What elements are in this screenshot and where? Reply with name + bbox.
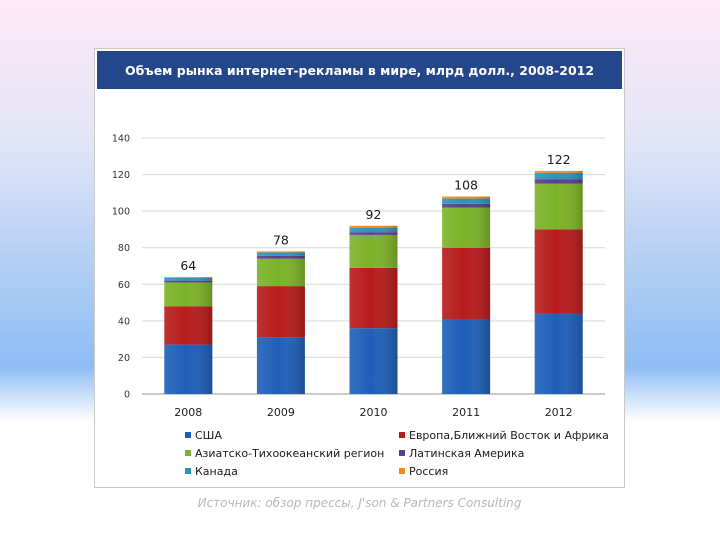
- bar-segment-shade: [256, 251, 305, 253]
- legend: США Европа,Ближний Восток и Африка Азиатск…: [185, 427, 615, 479]
- bar-segment-shade: [256, 252, 305, 256]
- bar-segment-shade: [164, 306, 213, 345]
- bar-segment-shade: [442, 198, 491, 204]
- y-tick-label: 0: [124, 390, 130, 401]
- legend-item: Латинская Америка: [399, 445, 615, 461]
- legend-item: Россия: [399, 463, 615, 479]
- bar-segment-shade: [256, 258, 305, 287]
- legend-label: Азиатско-Тихоокеанский регион: [195, 446, 385, 460]
- legend-swatch: [399, 468, 405, 474]
- y-tick-label: 100: [112, 207, 130, 218]
- total-label: 92: [366, 207, 382, 222]
- y-tick-label: 60: [118, 280, 130, 291]
- bar-segment-shade: [164, 276, 213, 278]
- bar-segment-shade: [349, 267, 398, 329]
- y-tick-label: 120: [112, 170, 130, 181]
- bar-segment-shade: [349, 234, 398, 268]
- bar-segment-shade: [534, 172, 583, 180]
- y-tick-label: 40: [118, 316, 130, 327]
- legend-item: США: [185, 427, 399, 443]
- bar-segment-shade: [349, 227, 398, 233]
- bar-segment-shade: [442, 207, 491, 248]
- legend-item: Канада: [185, 463, 399, 479]
- bar-segment-shade: [534, 229, 583, 314]
- legend-item: Азиатско-Тихоокеанский регион: [185, 445, 399, 461]
- x-tick-label: 2010: [360, 406, 388, 419]
- total-label: 108: [454, 178, 478, 193]
- chart-title: Объем рынка интернет-рекламы в мире, млр…: [97, 51, 622, 89]
- legend-label: Россия: [409, 464, 449, 478]
- y-tick-label: 80: [118, 243, 130, 254]
- bar-segment-shade: [534, 179, 583, 184]
- total-label: 122: [547, 152, 571, 167]
- bar-segment-shade: [349, 225, 398, 228]
- y-axis: 0 20 40 60 80 100 120 140: [112, 134, 130, 401]
- legend-label: Европа,Ближний Восток и Африка: [409, 428, 609, 442]
- bar-segment-shade: [256, 255, 305, 259]
- x-tick-label: 2009: [267, 406, 295, 419]
- bar-segment-shade: [164, 280, 213, 283]
- bar-segment-shade: [442, 247, 491, 320]
- total-label: 64: [180, 258, 196, 273]
- source-note: Источник: обзор прессы, J'son & Partners…: [197, 496, 522, 510]
- legend-label: Канада: [195, 464, 238, 478]
- bar-segment-shade: [349, 328, 398, 394]
- bar-segment-shade: [442, 319, 491, 394]
- bar-segment-shade: [534, 170, 583, 173]
- bar-segment-shade: [442, 196, 491, 199]
- bar-segment-shade: [164, 282, 213, 307]
- legend-swatch: [185, 432, 191, 438]
- bars: [164, 170, 583, 394]
- bar-segment-shade: [349, 232, 398, 235]
- total-label: 78: [273, 232, 289, 247]
- legend-swatch: [399, 450, 405, 456]
- legend-item: Европа,Ближний Восток и Африка: [399, 427, 615, 443]
- bar-segment-shade: [534, 313, 583, 394]
- total-labels: 64 78 92 108 122: [180, 152, 570, 273]
- bar-segment-shade: [256, 337, 305, 394]
- legend-swatch: [399, 432, 405, 438]
- chart-card: Объем рынка интернет-рекламы в мире, млр…: [94, 48, 625, 488]
- y-tick-label: 140: [112, 134, 130, 145]
- legend-label: Латинская Америка: [409, 446, 525, 460]
- x-tick-label: 2011: [452, 406, 480, 419]
- y-tick-label: 20: [118, 353, 130, 364]
- x-axis: 2008 2009 2010 2011 2012: [174, 406, 572, 419]
- bar-segment-shade: [164, 344, 213, 394]
- bar-segment-shade: [442, 203, 491, 208]
- x-tick-label: 2008: [174, 406, 202, 419]
- bar-segment-shade: [534, 183, 583, 230]
- legend-label: США: [195, 428, 222, 442]
- legend-swatch: [185, 468, 191, 474]
- legend-swatch: [185, 450, 191, 456]
- bar-segment-shade: [164, 277, 213, 281]
- x-tick-label: 2012: [545, 406, 573, 419]
- bar-segment-shade: [256, 286, 305, 338]
